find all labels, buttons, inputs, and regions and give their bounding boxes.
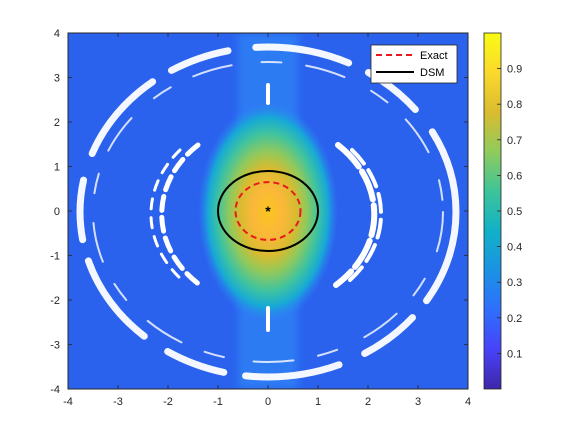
y-tick-label: 1 — [54, 162, 60, 174]
x-tick-label: -1 — [213, 396, 223, 408]
x-tick-label: -3 — [113, 396, 123, 408]
x-tick-label: 1 — [315, 396, 321, 408]
x-tick-label: 3 — [415, 396, 421, 408]
right-inner-arc — [333, 142, 378, 288]
plot-area: * -4 -3 -2 -1 0 1 2 3 4 -4 -3 -2 -1 0 1 2 3 4 Exact DSM — [50, 28, 471, 408]
outer-fringe-inner — [92, 61, 444, 363]
interference-fringes — [76, 43, 460, 381]
y-tick-label: 2 — [54, 117, 60, 129]
legend-box — [370, 44, 458, 84]
y-tick-label: -1 — [50, 251, 60, 263]
dsm-curve — [217, 169, 319, 253]
x-tick-label: 4 — [465, 396, 471, 408]
outer-fringe — [76, 43, 460, 381]
exact-curve — [234, 181, 302, 241]
colorbar-tick-label: 0.8 — [507, 99, 522, 111]
legend: Exact DSM — [370, 44, 458, 84]
center-marker: * — [265, 203, 271, 219]
legend-dsm-label: DSM — [420, 67, 444, 79]
x-axis: -4 -3 -2 -1 0 1 2 3 4 — [63, 33, 471, 408]
y-tick-label: 0 — [54, 206, 60, 218]
colorbar-ticks: 0.1 0.2 0.3 0.4 0.5 0.6 0.7 0.8 0.9 — [497, 64, 522, 360]
peak-region — [198, 102, 338, 322]
heatmap-field — [68, 33, 468, 389]
colorbar-tick-label: 0.1 — [507, 348, 522, 360]
y-tick-label: -4 — [50, 384, 60, 396]
x-tick-label: 0 — [265, 396, 271, 408]
colorbar-tick-label: 0.7 — [507, 135, 522, 147]
y-tick-label: -3 — [50, 340, 60, 352]
x-tick-label: -2 — [163, 396, 173, 408]
left-inner-arc — [159, 142, 203, 288]
colorbar-tick-label: 0.3 — [507, 277, 522, 289]
x-tick-label: -4 — [63, 396, 73, 408]
colorbar: 0.1 0.2 0.3 0.4 0.5 0.6 0.7 0.8 0.9 — [483, 32, 522, 390]
legend-exact-label: Exact — [420, 50, 448, 62]
colorbar-tick-label: 0.9 — [507, 64, 522, 76]
colorbar-tick-label: 0.4 — [507, 242, 522, 254]
y-tick-label: 4 — [54, 28, 60, 40]
y-axis: -4 -3 -2 -1 0 1 2 3 4 — [50, 28, 468, 396]
colorbar-tick-label: 0.5 — [507, 206, 522, 218]
y-tick-label: 3 — [54, 73, 60, 85]
x-tick-label: 2 — [365, 396, 371, 408]
left-inner-arc-2 — [149, 148, 184, 282]
y-tick-label: -2 — [50, 295, 60, 307]
colorbar-tick-label: 0.6 — [507, 170, 522, 182]
colorbar-tick-label: 0.2 — [507, 313, 522, 325]
